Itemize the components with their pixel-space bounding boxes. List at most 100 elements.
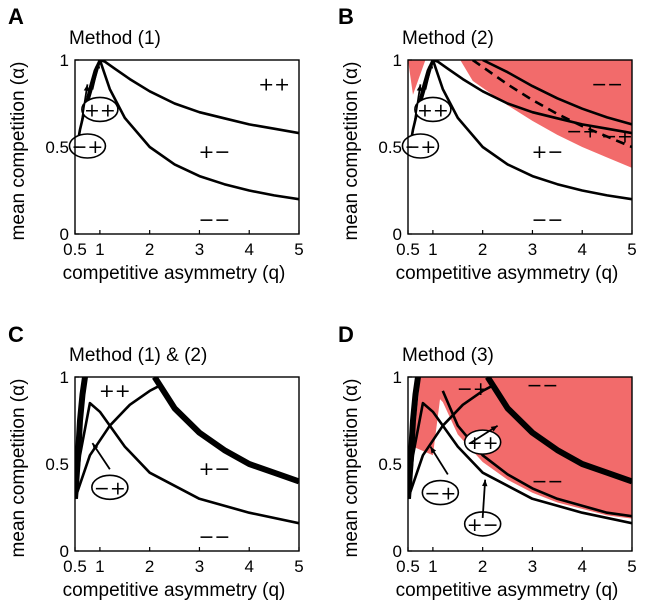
panel-letter: B xyxy=(338,4,354,29)
region-ellipse xyxy=(81,96,119,123)
arrow xyxy=(413,84,422,127)
panel-title: Method (1) xyxy=(69,28,161,49)
region-ellipse xyxy=(421,479,460,506)
curve-5 xyxy=(471,60,632,149)
curve-4 xyxy=(152,377,299,485)
curve-4 xyxy=(485,377,632,485)
x-tick-label: 0.5 xyxy=(396,557,420,576)
region-label: −− xyxy=(531,209,563,231)
fill-region xyxy=(418,377,632,519)
x-tick-label: 4 xyxy=(244,240,253,259)
panel-letter: A xyxy=(8,4,24,29)
x-tick-label: 1 xyxy=(428,557,437,576)
y-axis-label: mean competition (α) xyxy=(8,62,29,241)
x-tick-label: 2 xyxy=(145,240,154,259)
region-label: −− xyxy=(591,73,623,95)
region-label: +− xyxy=(198,141,230,163)
arrow-head xyxy=(427,61,434,69)
arrow-head xyxy=(430,446,437,454)
y-axis-label: mean competition (α) xyxy=(341,379,362,558)
x-tick-label: 3 xyxy=(195,240,204,259)
curve-2 xyxy=(75,401,299,525)
x-tick-label: 2 xyxy=(145,557,154,576)
arrow-head xyxy=(92,443,99,450)
arrow-head xyxy=(482,479,488,487)
y-tick-label: 1 xyxy=(60,51,69,70)
y-tick-label: 1 xyxy=(393,51,402,70)
curve-3 xyxy=(409,60,435,144)
axes-frame xyxy=(74,376,300,552)
y-tick-label: 0.5 xyxy=(378,455,402,474)
plot-area xyxy=(75,377,299,525)
region-label: −+ xyxy=(601,126,633,148)
region-label: ++ xyxy=(467,432,499,454)
x-tick-label: 1 xyxy=(428,240,437,259)
arrow-head xyxy=(490,425,498,432)
y-tick-label: 0 xyxy=(60,225,69,244)
region-ellipse xyxy=(463,429,502,455)
fill-region xyxy=(460,60,632,168)
curve-3 xyxy=(75,377,88,500)
region-label: −+ xyxy=(405,136,437,158)
arrow xyxy=(80,84,89,127)
region-label: −+ xyxy=(94,477,126,499)
x-tick-label: 1 xyxy=(95,557,104,576)
y-axis-label: mean competition (α) xyxy=(341,62,362,241)
panel-title: Method (1) & (2) xyxy=(69,345,207,366)
y-tick-label: 0 xyxy=(393,225,402,244)
panel-title: Method (2) xyxy=(402,28,494,49)
region-label: ++ xyxy=(99,380,131,402)
panel-title: Method (3) xyxy=(402,345,494,366)
curve-4 xyxy=(482,60,632,126)
region-label: −+ xyxy=(566,120,598,142)
region-label: −+ xyxy=(457,378,489,400)
region-ellipse xyxy=(68,133,107,159)
panel-letter: D xyxy=(338,322,354,347)
region-label: +− xyxy=(467,514,499,536)
x-tick-label: 5 xyxy=(627,240,636,259)
y-tick-label: 0.5 xyxy=(45,455,69,474)
region-ellipse xyxy=(91,474,129,501)
region-label: ++ xyxy=(417,99,449,121)
region-label: +− xyxy=(198,458,230,480)
y-axis-label: mean competition (α) xyxy=(8,379,29,558)
x-tick-label: 5 xyxy=(294,240,303,259)
y-tick-label: 1 xyxy=(393,368,402,387)
curve-3 xyxy=(408,377,421,500)
curve-2 xyxy=(408,401,632,525)
region-label: −+ xyxy=(72,136,104,158)
y-tick-label: 0.5 xyxy=(378,138,402,157)
arrow-head xyxy=(416,84,423,92)
curve-5 xyxy=(441,390,632,518)
arrow-head xyxy=(83,84,90,92)
region-label: −+ xyxy=(424,483,456,505)
curve-1 xyxy=(75,384,161,500)
region-ellipse xyxy=(401,133,440,159)
x-tick-label: 1 xyxy=(95,240,104,259)
curve-2 xyxy=(91,60,299,135)
x-tick-label: 2 xyxy=(478,240,487,259)
arrow-head xyxy=(94,61,101,69)
region-label: +− xyxy=(531,141,563,163)
region-label: −− xyxy=(526,375,558,397)
region-label: −− xyxy=(198,209,230,231)
x-axis-label: competitive asymmetry (q) xyxy=(63,263,286,284)
x-tick-label: 3 xyxy=(195,557,204,576)
region-label: −− xyxy=(198,526,230,548)
y-tick-label: 0 xyxy=(393,542,402,561)
region-label: ++ xyxy=(258,73,290,95)
x-tick-label: 0.5 xyxy=(63,557,87,576)
y-tick-label: 0.5 xyxy=(45,138,69,157)
x-axis-label: competitive asymmetry (q) xyxy=(396,263,619,284)
region-label: ++ xyxy=(84,99,116,121)
x-axis-label: competitive asymmetry (q) xyxy=(396,580,619,601)
plot-area xyxy=(408,377,632,525)
x-tick-label: 5 xyxy=(627,557,636,576)
x-tick-label: 3 xyxy=(528,557,537,576)
x-tick-label: 4 xyxy=(577,240,586,259)
fill-region xyxy=(408,60,426,95)
y-tick-label: 0 xyxy=(60,542,69,561)
